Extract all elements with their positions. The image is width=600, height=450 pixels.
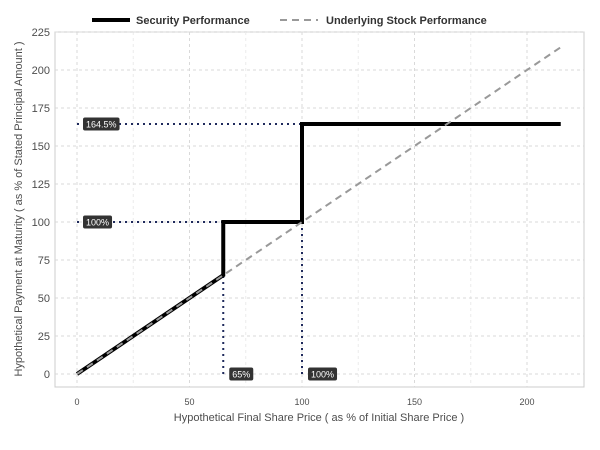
callout-label: 100% <box>83 215 113 229</box>
callout-label: 100% <box>308 367 338 381</box>
y-tick-label: 50 <box>38 293 50 305</box>
x-tick-label: 50 <box>184 397 194 407</box>
y-axis-title: Hypothetical Payment at Maturity ( as % … <box>13 41 25 376</box>
x-tick-label: 100 <box>294 397 309 407</box>
callout-label: 164.5% <box>83 117 120 131</box>
callout-label-text: 164.5% <box>86 119 117 129</box>
series-line-underlying <box>76 46 562 375</box>
callout-label: 65% <box>229 367 254 381</box>
callout-labels: 164.5% 100% 65% 100% <box>83 117 338 381</box>
y-tick-label: 125 <box>32 179 50 191</box>
callout-label-text: 100% <box>311 370 334 380</box>
series-lines <box>75 46 562 376</box>
x-tick-label: 0 <box>74 397 79 407</box>
callout-label-text: 100% <box>86 218 109 228</box>
legend-label-security: Security Performance <box>136 15 250 27</box>
gridlines <box>55 31 584 387</box>
callout-label-box <box>229 367 254 381</box>
x-tick-label: 150 <box>407 397 422 407</box>
y-tick-label: 0 <box>44 369 50 381</box>
y-tick-label: 100 <box>32 217 50 229</box>
y-tick-label: 75 <box>38 255 50 267</box>
legend-label-underlying: Underlying Stock Performance <box>326 15 487 27</box>
x-axis-ticks: 0 50 100 150 200 <box>74 397 534 407</box>
callout-label-box <box>83 117 120 131</box>
y-tick-label: 25 <box>38 331 50 343</box>
callout-label-box <box>83 215 113 229</box>
y-tick-label: 150 <box>32 141 50 153</box>
callout-label-text: 65% <box>232 370 250 380</box>
y-tick-label: 200 <box>32 65 50 77</box>
legend: Security Performance Underlying Stock Pe… <box>92 15 487 27</box>
x-tick-label: 200 <box>519 397 534 407</box>
y-axis-ticks: 0 25 50 75 100 125 150 175 200 225 <box>32 27 50 381</box>
x-axis-title: Hypothetical Final Share Price ( as % of… <box>174 412 464 424</box>
callout-label-box <box>308 367 338 381</box>
y-tick-label: 225 <box>32 27 50 39</box>
y-tick-label: 175 <box>32 103 50 115</box>
